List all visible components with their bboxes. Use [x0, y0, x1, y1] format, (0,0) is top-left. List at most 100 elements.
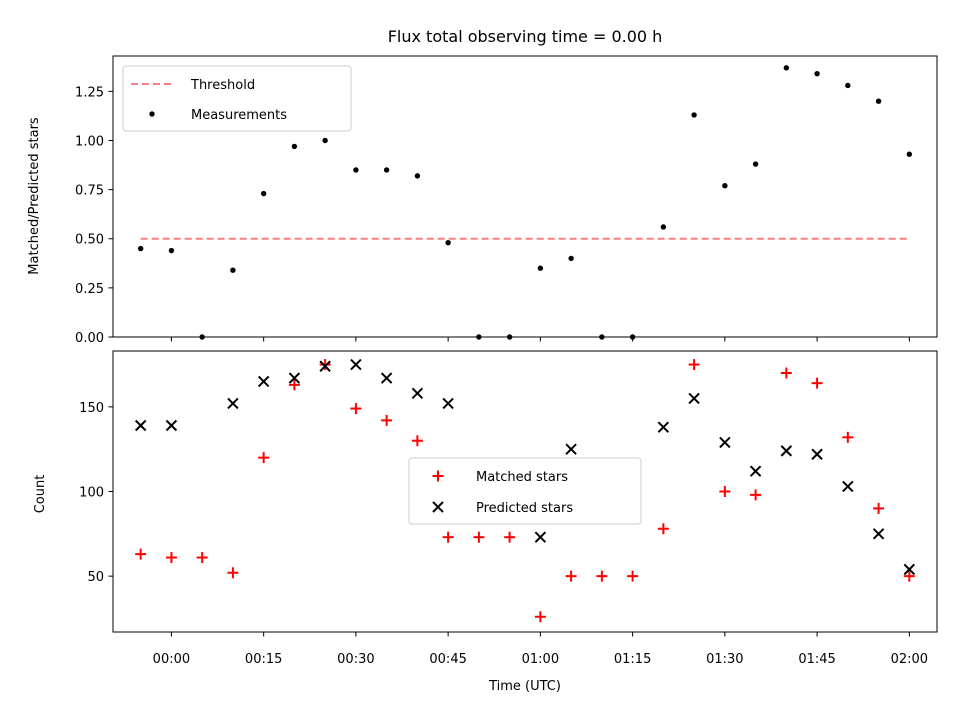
matched-point	[165, 552, 177, 564]
predicted-point	[657, 421, 670, 433]
measurement-point	[752, 161, 759, 167]
measurement-point	[137, 245, 144, 252]
matched-point	[719, 486, 731, 497]
top-panel: 0.00 0.25 0.50 0.75 1.00 1.25 Matched/Predict…	[27, 55, 938, 346]
top-y-tick-label: 0.50	[75, 233, 104, 248]
matched-point	[411, 435, 423, 447]
legend-predicted-x-b	[432, 501, 444, 513]
x-tick-label: 01:00	[522, 652, 559, 667]
predicted-point	[903, 563, 916, 576]
matched-point	[811, 377, 823, 389]
top-axes-frame	[112, 55, 938, 338]
predicted-point-b	[319, 360, 331, 372]
predicted-point	[165, 419, 178, 432]
matched-point	[873, 502, 885, 514]
top-y-tick-label: 0.75	[75, 184, 104, 199]
top-legend-box	[122, 65, 352, 132]
legend-measurements-label: Measurements	[191, 108, 287, 123]
matched-point	[596, 570, 608, 582]
predicted-point-b	[903, 563, 916, 576]
measurement-point	[568, 255, 574, 262]
predicted-point-b	[872, 528, 885, 540]
measurement-point	[168, 247, 175, 254]
predicted-point-b	[288, 372, 301, 384]
legend-predicted-marker	[432, 501, 444, 513]
predicted-point-b	[227, 397, 239, 410]
legend-matched-marker	[432, 470, 444, 482]
measurement-point	[353, 167, 359, 173]
predicted-point-b	[411, 387, 424, 400]
top-y-tick-label: 1.00	[75, 134, 104, 149]
matched-point	[473, 531, 485, 543]
matched-point	[442, 531, 454, 543]
measurement-point	[445, 239, 451, 246]
predicted-point-b	[534, 531, 547, 543]
x-tick-label: 00:30	[337, 652, 374, 667]
x-axis-label: Time (UTC)	[488, 679, 561, 694]
measurement-point	[260, 190, 267, 197]
chart-title: Flux total observing time = 0.00 h	[388, 27, 663, 46]
measurement-point	[660, 224, 667, 230]
matched-point	[750, 489, 762, 501]
predicted-point-b	[811, 448, 823, 460]
predicted-point	[319, 360, 331, 372]
predicted-point	[688, 392, 700, 405]
matched-point	[350, 403, 362, 415]
top-y-axis-label: Matched/Predicted stars	[27, 117, 42, 275]
matched-point	[842, 431, 854, 443]
bottom-legend-box	[408, 457, 642, 525]
x-tick-label: 00:15	[245, 652, 282, 667]
top-y-tick-label: 0.25	[75, 282, 104, 297]
predicted-point-b	[380, 372, 393, 384]
measurement-point	[783, 65, 790, 71]
legend-threshold-label: Threshold	[190, 78, 255, 93]
predicted-point-b	[165, 419, 178, 432]
bottom-y-tick-label: 150	[79, 401, 104, 416]
predicted-point-b	[688, 392, 700, 405]
measurement-point	[906, 151, 913, 157]
x-tick-label: 01:15	[614, 652, 651, 667]
predicted-point-b	[657, 421, 670, 433]
predicted-point-b	[842, 480, 854, 493]
predicted-point	[749, 465, 762, 477]
predicted-point	[380, 372, 393, 384]
bottom-y-tick-label: 50	[87, 570, 104, 585]
predicted-point-b	[719, 436, 731, 449]
matched-point	[288, 379, 300, 391]
top-legend: Threshold Measurements	[122, 65, 352, 132]
matched-point	[258, 452, 270, 464]
bottom-marks	[134, 358, 916, 623]
predicted-point	[442, 397, 454, 410]
predicted-point	[872, 528, 885, 540]
predicted-point	[288, 372, 301, 384]
bottom-y-axis-label: Count	[33, 475, 48, 514]
predicted-point	[780, 445, 793, 457]
matched-point	[227, 567, 239, 579]
predicted-point	[227, 397, 239, 410]
predicted-point-b	[350, 358, 362, 371]
measurement-point	[875, 98, 882, 104]
matched-point	[565, 570, 577, 582]
predicted-point	[411, 387, 424, 400]
predicted-point-b	[134, 419, 147, 432]
measurement-point	[537, 265, 544, 271]
predicted-point-b	[442, 397, 454, 410]
bottom-y-tick-label: 100	[79, 486, 104, 501]
predicted-point	[565, 443, 577, 455]
legend-predicted-x	[432, 501, 444, 513]
measurement-point	[230, 267, 236, 273]
top-x-ticks	[170, 337, 910, 342]
legend-matched-plus	[432, 470, 444, 482]
predicted-point	[134, 419, 147, 432]
predicted-point	[257, 375, 270, 388]
measurement-point	[383, 167, 390, 173]
x-tick-label: 00:00	[153, 652, 190, 667]
matched-point	[903, 570, 915, 582]
predicted-point-b	[565, 443, 577, 455]
predicted-point	[719, 436, 731, 449]
matched-point	[627, 570, 639, 582]
matched-point	[196, 552, 208, 564]
top-y-tick-label: 0.00	[75, 331, 104, 346]
